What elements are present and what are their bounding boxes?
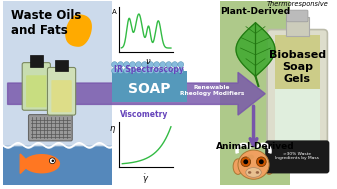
FancyBboxPatch shape xyxy=(286,10,308,22)
Polygon shape xyxy=(236,23,275,76)
Circle shape xyxy=(148,68,154,74)
Bar xyxy=(275,89,319,142)
Ellipse shape xyxy=(247,154,254,159)
Text: SOAP: SOAP xyxy=(128,82,171,96)
Circle shape xyxy=(243,159,248,164)
Ellipse shape xyxy=(246,168,261,177)
Ellipse shape xyxy=(238,150,269,179)
Circle shape xyxy=(130,62,135,67)
Text: IR Spectroscopy: IR Spectroscopy xyxy=(114,65,184,74)
FancyBboxPatch shape xyxy=(267,29,328,154)
Circle shape xyxy=(256,157,266,167)
Text: Plant-Derived: Plant-Derived xyxy=(220,7,290,16)
Polygon shape xyxy=(20,154,30,174)
Ellipse shape xyxy=(264,159,274,174)
Circle shape xyxy=(50,158,55,164)
Circle shape xyxy=(130,68,135,74)
Circle shape xyxy=(124,68,129,74)
Circle shape xyxy=(112,62,118,67)
Circle shape xyxy=(52,160,54,162)
Circle shape xyxy=(178,68,184,74)
Circle shape xyxy=(118,68,123,74)
Polygon shape xyxy=(8,72,265,115)
Text: A: A xyxy=(112,9,117,15)
Circle shape xyxy=(154,62,160,67)
Text: Waste Oils
and Fats: Waste Oils and Fats xyxy=(10,9,81,37)
FancyBboxPatch shape xyxy=(48,67,76,115)
Bar xyxy=(275,35,319,89)
Circle shape xyxy=(154,68,160,74)
Text: >30% Waste
Ingredients by Mass: >30% Waste Ingredients by Mass xyxy=(275,152,319,160)
FancyBboxPatch shape xyxy=(22,63,51,110)
Circle shape xyxy=(142,68,148,74)
Ellipse shape xyxy=(256,171,259,174)
Circle shape xyxy=(172,68,178,74)
Bar xyxy=(286,17,309,36)
Ellipse shape xyxy=(233,159,243,174)
Text: Thermoresponsive: Thermoresponsive xyxy=(266,1,328,7)
Text: Viscometry: Viscometry xyxy=(120,110,168,119)
Ellipse shape xyxy=(23,154,60,174)
Bar xyxy=(220,1,290,185)
Circle shape xyxy=(136,68,142,74)
Text: Renewable
Rheology Modifiers: Renewable Rheology Modifiers xyxy=(180,85,244,96)
Circle shape xyxy=(160,68,166,74)
Text: $\eta$: $\eta$ xyxy=(110,124,117,135)
Circle shape xyxy=(136,62,142,67)
FancyBboxPatch shape xyxy=(29,115,72,141)
Circle shape xyxy=(172,62,178,67)
Circle shape xyxy=(259,159,264,164)
FancyBboxPatch shape xyxy=(26,75,47,107)
FancyBboxPatch shape xyxy=(30,55,42,67)
Ellipse shape xyxy=(248,171,251,174)
Bar xyxy=(112,71,187,102)
Circle shape xyxy=(178,62,184,67)
Text: $\nu$: $\nu$ xyxy=(145,57,152,66)
Circle shape xyxy=(148,62,154,67)
Bar xyxy=(3,145,112,185)
Bar xyxy=(112,1,220,185)
FancyBboxPatch shape xyxy=(51,80,72,112)
Circle shape xyxy=(142,62,148,67)
Circle shape xyxy=(112,68,118,74)
FancyBboxPatch shape xyxy=(55,60,68,71)
Text: Animal-Derived: Animal-Derived xyxy=(216,142,295,151)
FancyBboxPatch shape xyxy=(265,140,329,174)
Circle shape xyxy=(241,157,251,167)
Text: Biobased
Soap
Gels: Biobased Soap Gels xyxy=(269,50,326,84)
Polygon shape xyxy=(66,15,91,46)
Text: $\dot{\gamma}$: $\dot{\gamma}$ xyxy=(142,172,149,186)
Bar xyxy=(3,1,112,185)
Circle shape xyxy=(166,62,172,67)
Circle shape xyxy=(118,62,123,67)
Circle shape xyxy=(160,62,166,67)
Circle shape xyxy=(124,62,129,67)
Circle shape xyxy=(166,68,172,74)
